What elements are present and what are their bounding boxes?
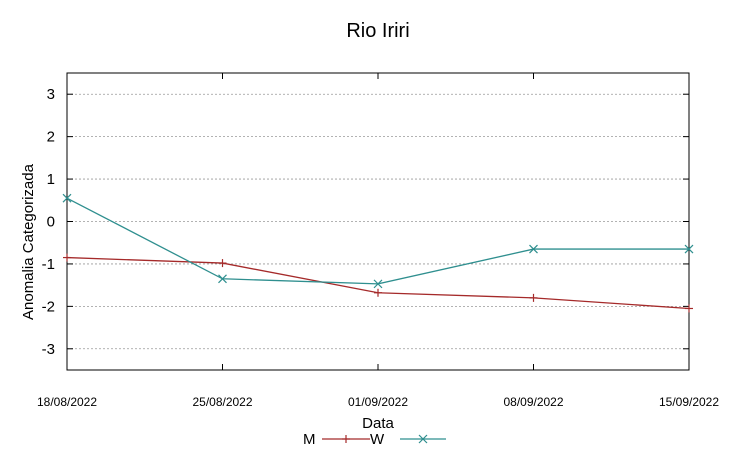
data-point-W bbox=[373, 279, 383, 289]
x-axis-ticks: 18/08/2022 25/08/2022 01/09/2022 08/09/2022… bbox=[37, 73, 719, 409]
x-axis-label: Data bbox=[362, 415, 394, 432]
x-tick-label: 15/09/2022 bbox=[659, 395, 719, 409]
y-tick-label: 3 bbox=[47, 86, 55, 103]
series-lines bbox=[62, 193, 694, 313]
legend-label-W: W bbox=[370, 431, 385, 448]
data-point-M bbox=[374, 288, 382, 297]
data-point-M bbox=[63, 253, 71, 262]
data-point-M bbox=[685, 304, 693, 313]
data-point-W bbox=[684, 244, 694, 254]
data-point-W bbox=[218, 274, 227, 284]
data-point-W bbox=[62, 193, 72, 203]
x-tick-label: 01/09/2022 bbox=[348, 395, 408, 409]
y-tick-label: -3 bbox=[42, 341, 55, 358]
y-tick-label: 2 bbox=[47, 129, 55, 146]
y-tick-label: 0 bbox=[47, 214, 55, 231]
legend-marker-M bbox=[342, 435, 350, 443]
series-line-W bbox=[66, 197, 689, 285]
y-tick-label: -2 bbox=[42, 298, 55, 315]
legend-label-M: M bbox=[303, 431, 316, 448]
x-tick-label: 25/08/2022 bbox=[192, 395, 252, 409]
chart-title: Rio Iriri bbox=[346, 20, 409, 42]
data-point-M bbox=[529, 293, 538, 302]
legend-marker-W bbox=[418, 434, 428, 444]
y-axis-ticks: 3 2 1 0 -1 -2 -3 bbox=[42, 86, 689, 358]
x-tick-label: 18/08/2022 bbox=[37, 395, 97, 409]
data-point-M bbox=[218, 259, 227, 268]
y-tick-label: -1 bbox=[42, 256, 55, 273]
y-tick-label: 1 bbox=[47, 171, 55, 188]
x-tick-label: 08/09/2022 bbox=[503, 395, 563, 409]
series-line-M bbox=[66, 256, 690, 310]
gridlines bbox=[67, 93, 689, 350]
data-point-W bbox=[529, 244, 538, 254]
y-axis-label: Anomalia Categorizada bbox=[20, 163, 37, 320]
